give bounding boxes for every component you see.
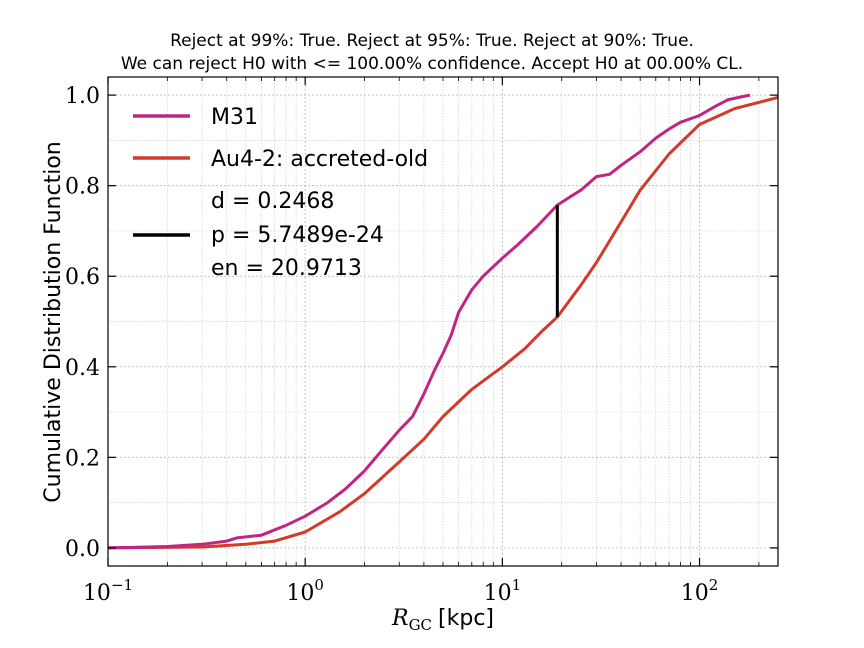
title-line-1: Reject at 99%: True. Reject at 95%: True… bbox=[170, 31, 694, 51]
x-tick-label: 102 bbox=[681, 576, 719, 606]
x-axis-label: RGC [kpc] bbox=[391, 606, 494, 634]
y-tick-label: 0.4 bbox=[65, 356, 100, 381]
x-axis-label-var: R bbox=[391, 606, 409, 631]
grid bbox=[107, 77, 778, 566]
title-line-2: We can reject H0 with <= 100.00% confide… bbox=[120, 54, 744, 74]
x-axis-label-unit: [kpc] bbox=[438, 606, 494, 631]
x-tick-label: 100 bbox=[286, 576, 324, 606]
x-tick-label: 101 bbox=[484, 576, 522, 606]
plot-frame bbox=[107, 76, 779, 567]
legend-m31-label: M31 bbox=[211, 105, 258, 130]
x-tick-label: 10−1 bbox=[83, 576, 133, 606]
x-axis-label-sub: GC bbox=[409, 616, 432, 634]
y-tick-label: 0.6 bbox=[65, 265, 100, 290]
series-layer bbox=[108, 93, 778, 550]
legend-stat-en: en = 20.9713 bbox=[211, 256, 362, 281]
y-tick-label: 0.0 bbox=[65, 537, 100, 562]
legend-stat-d: d = 0.2468 bbox=[211, 189, 334, 214]
y-tick-label: 0.8 bbox=[65, 175, 100, 200]
legend-au4-2-label: Au4-2: accreted-old bbox=[211, 147, 428, 172]
series-line-m31 bbox=[108, 93, 751, 550]
y-tick-label: 1.0 bbox=[65, 84, 100, 109]
series-line-au4-2 bbox=[108, 95, 778, 550]
legend: M31 Au4-2: accreted-old d = 0.2468 p = 5.74… bbox=[133, 105, 428, 281]
y-tick-label: 0.2 bbox=[65, 446, 100, 471]
legend-stat-p: p = 5.7489e-24 bbox=[211, 223, 384, 248]
y-axis-label: Cumulative Distribution Function bbox=[41, 141, 66, 502]
ticks: 10−1 100 101 102 0.0 0.2 0.4 0.6 0.8 1.0 bbox=[65, 77, 778, 606]
